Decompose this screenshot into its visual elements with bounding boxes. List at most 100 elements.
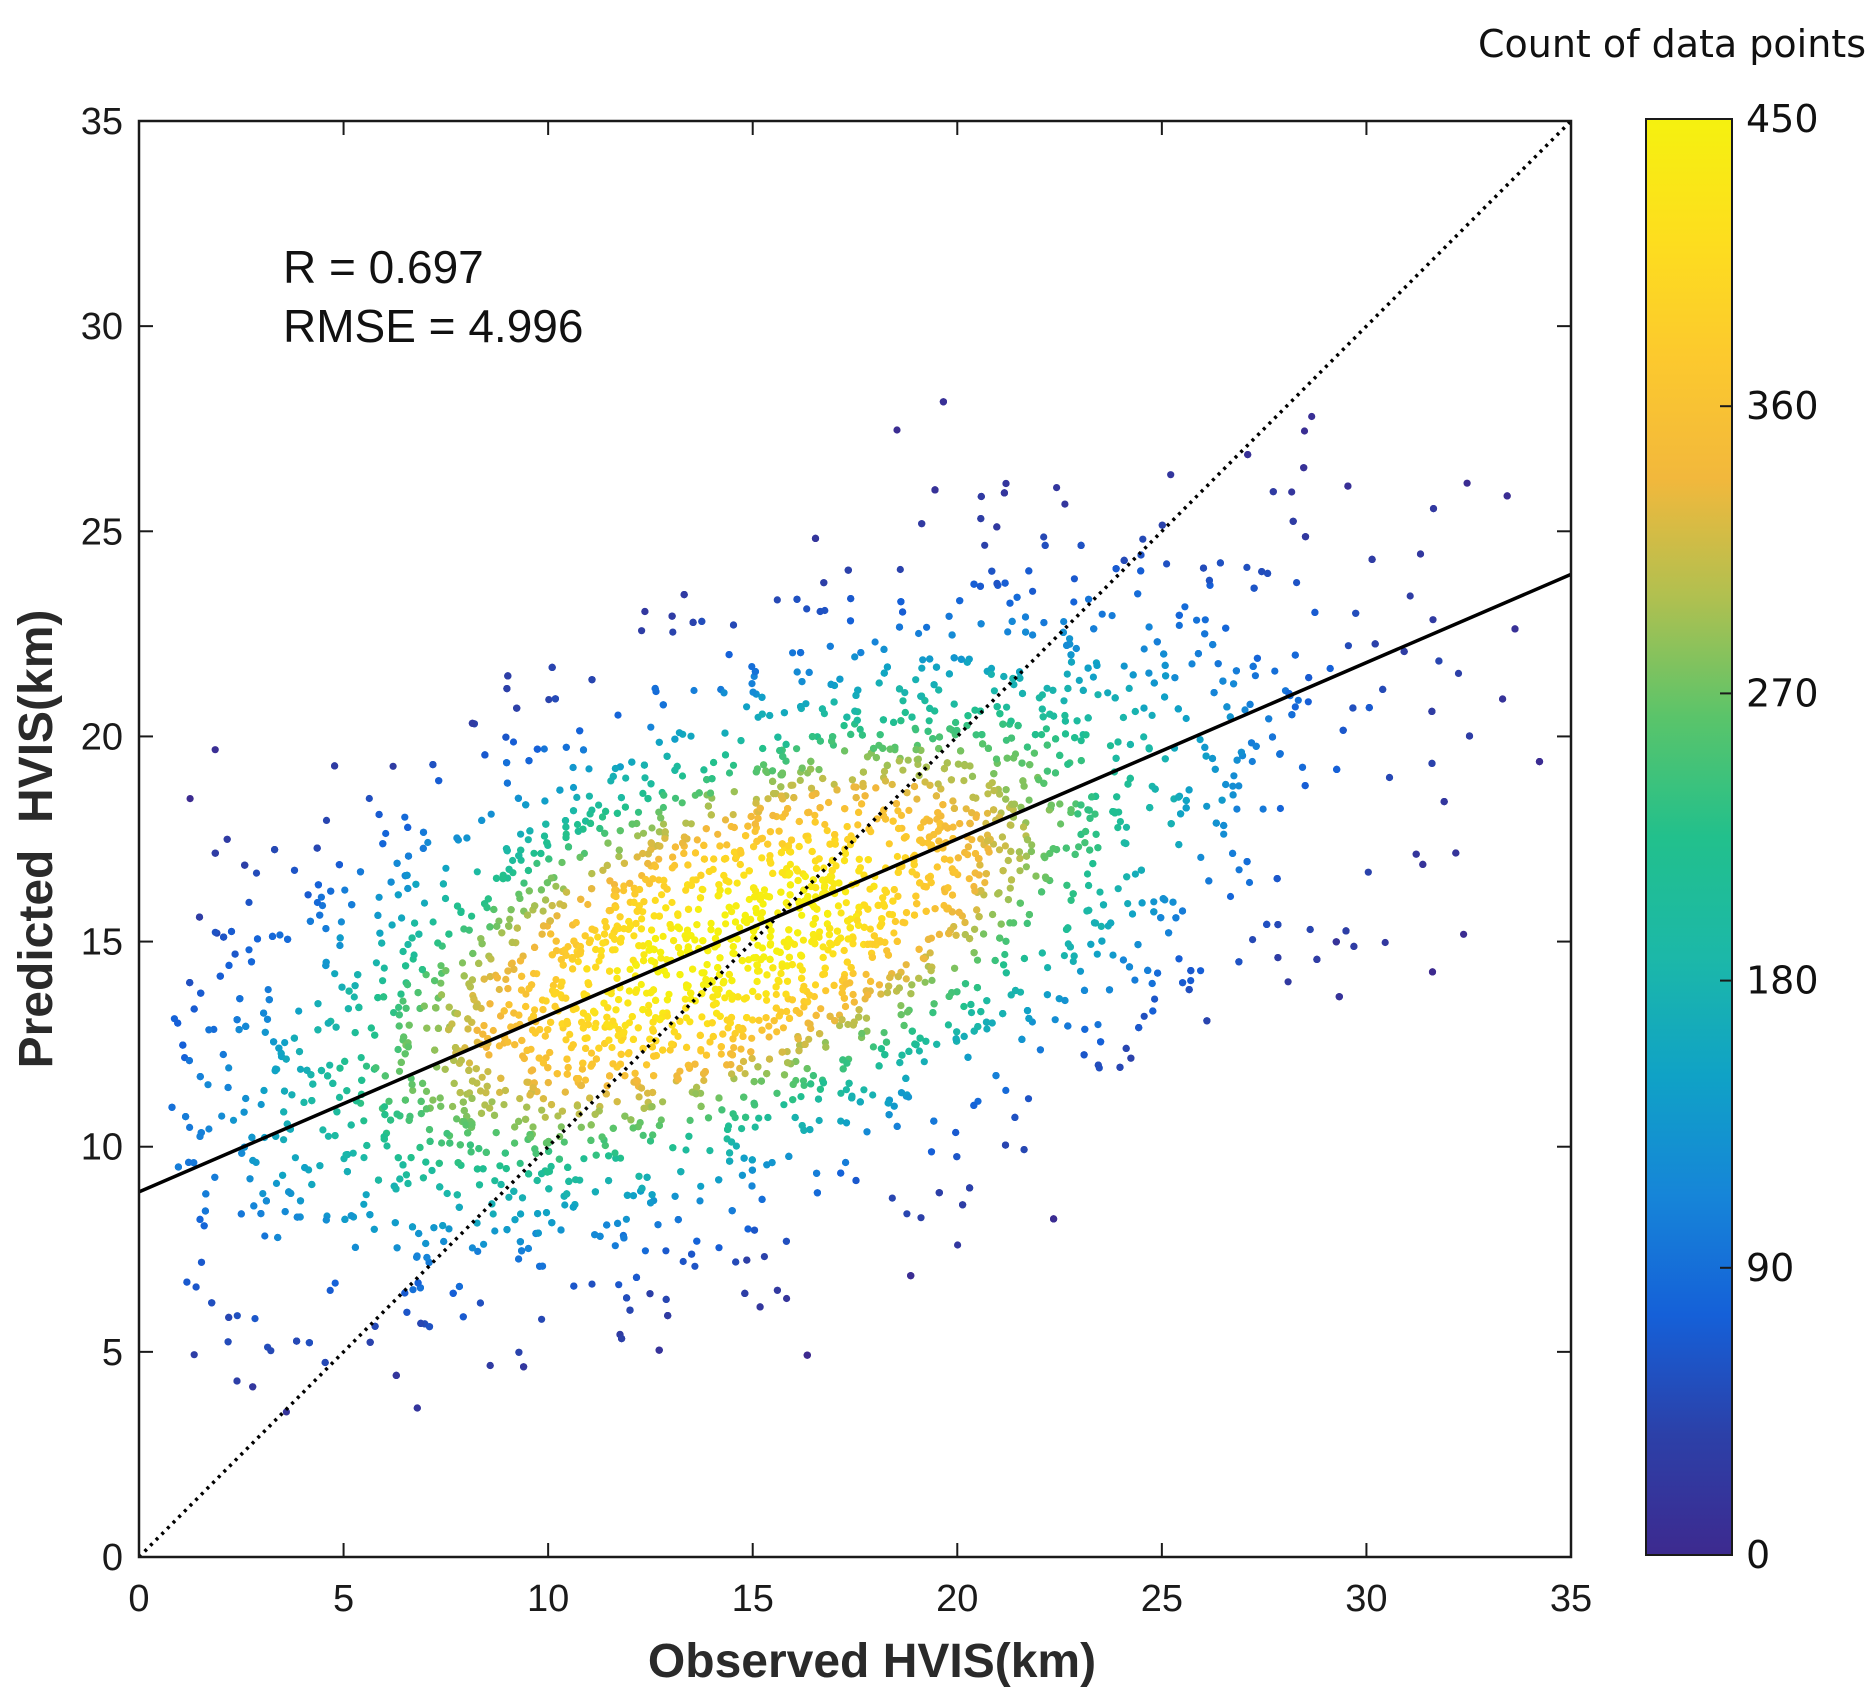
scatter-point	[581, 1034, 589, 1043]
scatter-point	[326, 1061, 334, 1069]
scatter-point	[729, 811, 737, 819]
scatter-point	[770, 1017, 778, 1025]
scatter-point	[1230, 772, 1238, 780]
scatter-point	[1269, 488, 1277, 496]
scatter-point	[607, 990, 615, 998]
scatter-point	[798, 911, 806, 919]
scatter-point	[631, 890, 639, 898]
scatter-point	[870, 932, 878, 940]
scatter-point	[1428, 968, 1437, 976]
scatter-point	[1211, 765, 1219, 773]
scatter-point	[850, 783, 858, 791]
scatter-point	[489, 1210, 497, 1218]
scatter-point	[1429, 505, 1438, 513]
scatter-point	[748, 663, 756, 671]
scatter-point	[764, 840, 772, 848]
scatter-point	[926, 704, 934, 713]
scatter-point	[1145, 623, 1153, 631]
scatter-point	[668, 612, 676, 620]
scatter-point	[404, 1179, 412, 1188]
scatter-point	[671, 735, 679, 743]
scatter-point	[211, 1173, 219, 1181]
scatter-point	[985, 782, 993, 790]
scatter-point	[686, 1116, 694, 1124]
scatter-point	[621, 803, 630, 811]
scatter-point	[805, 1035, 813, 1043]
scatter-point	[777, 969, 785, 978]
scatter-point	[453, 902, 462, 910]
scatter-point	[1294, 696, 1302, 704]
scatter-point	[515, 1255, 523, 1263]
scatter-point	[333, 1108, 341, 1116]
scatter-point	[962, 805, 970, 813]
scatter-point	[788, 996, 797, 1004]
scatter-point	[609, 1017, 617, 1025]
scatter-point	[1385, 773, 1394, 782]
scatter-point	[335, 1093, 344, 1101]
scatter-point	[750, 1078, 758, 1086]
scatter-point	[281, 1039, 289, 1047]
scatter-point	[501, 1149, 509, 1157]
scatter-point	[380, 964, 388, 972]
scatter-point	[540, 745, 548, 753]
scatter-point	[857, 649, 865, 657]
scatter-point	[585, 792, 594, 800]
scatter-point	[363, 1141, 371, 1150]
scatter-point	[526, 827, 534, 835]
scatter-point	[880, 767, 889, 776]
scatter-point	[671, 794, 680, 802]
scatter-point	[1085, 881, 1093, 890]
scatter-point	[1174, 705, 1182, 713]
scatter-point	[1175, 611, 1183, 619]
scatter-point	[1175, 621, 1183, 630]
scatter-point	[1171, 674, 1179, 682]
scatter-point	[1151, 995, 1159, 1003]
scatter-point	[782, 740, 790, 749]
scatter-point	[604, 1004, 612, 1012]
scatter-point	[862, 1014, 871, 1022]
scatter-point	[641, 607, 649, 616]
scatter-point	[885, 840, 893, 848]
scatter-point	[687, 820, 695, 828]
scatter-point	[1036, 1046, 1044, 1054]
scatter-point	[483, 1082, 491, 1090]
scatter-point	[267, 1347, 275, 1355]
scatter-point	[803, 605, 811, 613]
scatter-point	[895, 623, 904, 631]
scatter-point	[1150, 898, 1158, 906]
scatter-point	[503, 779, 511, 787]
scatter-point	[716, 842, 724, 850]
scatter-point	[1023, 743, 1031, 751]
scatter-point	[659, 820, 668, 828]
scatter-point	[698, 617, 706, 626]
scatter-point	[1368, 555, 1376, 564]
scatter-point	[934, 780, 942, 788]
scatter-point	[599, 866, 607, 874]
scatter-point	[237, 1210, 245, 1218]
scatter-point	[1114, 824, 1122, 832]
scatter-point	[374, 994, 382, 1002]
scatter-point	[966, 1184, 974, 1192]
scatter-point	[755, 1114, 763, 1122]
scatter-point	[720, 871, 728, 880]
scatter-point	[956, 597, 964, 605]
scatter-point	[424, 838, 432, 847]
scatter-point	[680, 849, 688, 858]
scatter-point	[965, 875, 973, 883]
scatter-point	[516, 1095, 524, 1103]
scatter-point	[678, 772, 687, 780]
scatter-point	[442, 967, 450, 975]
scatter-point	[725, 651, 733, 659]
scatter-point	[420, 1002, 428, 1010]
scatter-point	[639, 1131, 647, 1139]
scatter-point	[729, 621, 738, 629]
scatter-point	[953, 988, 961, 996]
scatter-point	[538, 1170, 546, 1178]
scatter-point	[789, 649, 797, 657]
scatter-point	[1038, 731, 1046, 739]
scatter-point	[430, 1224, 438, 1232]
scatter-point	[676, 1017, 684, 1025]
scatter-point	[351, 982, 359, 990]
scatter-point	[355, 1003, 363, 1012]
scatter-point	[871, 638, 879, 646]
